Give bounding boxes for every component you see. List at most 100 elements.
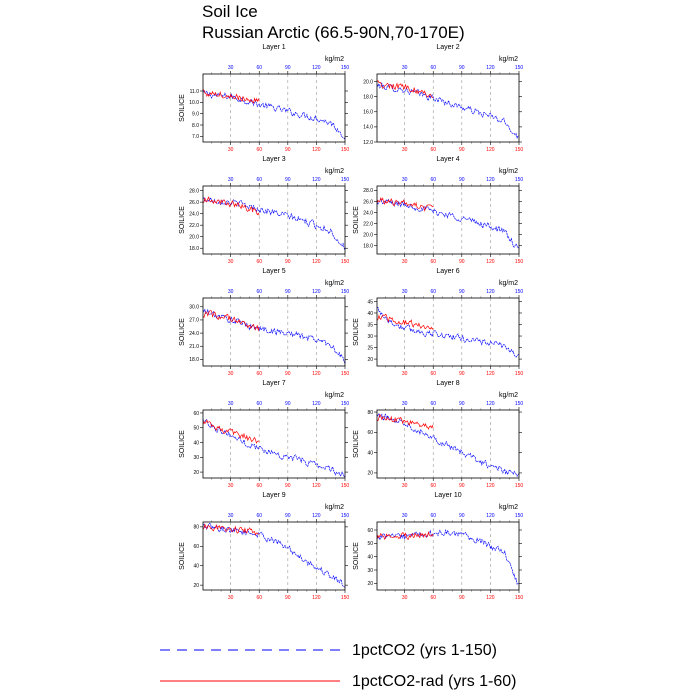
units-label: kg/m2 <box>499 56 518 63</box>
panel-layer-1: Layer 1 kg/m2 SOILICE 30 30 60 60 90 90 120 120 150… <box>179 44 349 153</box>
y-tick-label: 22.0 <box>189 223 199 229</box>
units-label: kg/m2 <box>325 56 344 63</box>
y-tick-label: 18.0 <box>189 246 199 252</box>
y-tick-label: 20 <box>367 471 373 477</box>
panel-title: Layer 1 <box>262 44 285 51</box>
series-line-1pctco2-rad <box>202 88 260 104</box>
y-tick-label: 20.0 <box>189 235 199 241</box>
x-tick-label-bottom: 60 <box>256 147 262 153</box>
figure-title: Soil Ice <box>202 2 258 21</box>
y-tick-label: 18.0 <box>363 244 373 250</box>
y-tick-label: 50 <box>193 426 199 432</box>
y-tick-label: 18.0 <box>363 94 373 100</box>
x-tick-label-bottom: 60 <box>430 147 436 153</box>
x-tick-label-top: 30 <box>228 513 234 519</box>
x-tick-label-top: 30 <box>228 401 234 407</box>
y-tick-label: 20 <box>193 470 199 476</box>
x-tick-label-bottom: 120 <box>312 595 321 601</box>
units-label: kg/m2 <box>499 280 518 287</box>
x-tick-label-top: 30 <box>402 513 408 519</box>
x-tick-label-top: 90 <box>459 513 465 519</box>
series-line-1pctco2-rad <box>376 80 434 99</box>
series-line-1pctco2-rad <box>202 196 260 216</box>
panel-title: Layer 2 <box>436 44 459 51</box>
x-tick-label-bottom: 30 <box>228 259 234 265</box>
units-label: kg/m2 <box>325 168 344 175</box>
x-tick-label-top: 120 <box>312 65 321 71</box>
x-tick-label-bottom: 120 <box>486 371 495 377</box>
x-tick-label-bottom: 60 <box>256 483 262 489</box>
x-tick-label-top: 30 <box>228 177 234 183</box>
plot-frame <box>202 409 346 479</box>
y-tick-label: 24.0 <box>189 331 199 337</box>
x-tick-label-top: 90 <box>459 65 465 71</box>
panel-title: Layer 3 <box>262 156 285 163</box>
y-tick-label: 18.0 <box>189 357 199 363</box>
y-tick-label: 50 <box>367 541 373 547</box>
series-line-1pctco2-rad <box>202 419 260 444</box>
y-tick-label: 24.0 <box>189 211 199 217</box>
x-tick-label-bottom: 120 <box>486 483 495 489</box>
legend-label-1pctco2: 1pctCO2 (yrs 1-150) <box>352 642 497 659</box>
plot-frame <box>376 73 520 143</box>
panel-layer-2: Layer 2 kg/m2 30 30 60 60 90 90 120 120 150 150 12.0… <box>363 44 523 153</box>
x-tick-label-top: 150 <box>515 513 524 519</box>
y-tick-label: 20 <box>367 357 373 363</box>
x-tick-label-bottom: 150 <box>341 147 350 153</box>
x-tick-label-bottom: 150 <box>341 371 350 377</box>
legend-label-1pctco2-rad: 1pctCO2-rad (yrs 1-60) <box>352 673 517 690</box>
plot-frame <box>376 185 520 255</box>
x-tick-label-top: 150 <box>515 289 524 295</box>
x-tick-label-top: 150 <box>341 289 350 295</box>
x-tick-label-bottom: 90 <box>285 147 291 153</box>
x-tick-label-bottom: 30 <box>402 371 408 377</box>
panel-title: Layer 7 <box>262 380 285 387</box>
x-tick-label-bottom: 120 <box>486 259 495 265</box>
x-tick-label-bottom: 30 <box>228 371 234 377</box>
x-tick-label-bottom: 150 <box>515 371 524 377</box>
x-tick-label-top: 90 <box>459 177 465 183</box>
series-line-1pctco2-rad <box>376 197 434 212</box>
panel-layer-8: Layer 8 kg/m2 SOILICE 30 30 60 60 90 90 120 120 150… <box>353 380 523 489</box>
panel-title: Layer 5 <box>262 268 285 275</box>
y-tick-label: 10.0 <box>189 100 199 106</box>
y-tick-label: 16.0 <box>363 110 373 116</box>
x-tick-label-top: 120 <box>486 289 495 295</box>
x-tick-label-top: 60 <box>256 177 262 183</box>
x-tick-label-bottom: 30 <box>402 147 408 153</box>
plot-frame <box>202 297 346 367</box>
y-tick-label: 40 <box>193 440 199 446</box>
panel-title: Layer 6 <box>436 268 459 275</box>
x-tick-label-top: 30 <box>402 401 408 407</box>
x-tick-label-bottom: 90 <box>459 147 465 153</box>
x-tick-label-bottom: 120 <box>312 371 321 377</box>
x-tick-label-bottom: 30 <box>402 259 408 265</box>
series-line-1pctco2-rad <box>202 310 260 332</box>
panel-layer-9: Layer 9 kg/m2 SOILICE 30 30 60 60 90 90 120 120 150… <box>179 492 349 601</box>
panel-title: Layer 9 <box>262 492 285 499</box>
y-tick-label: 60 <box>367 528 373 534</box>
y-axis-label: SOILICE <box>353 318 360 346</box>
y-tick-label: 26.0 <box>189 200 199 206</box>
series-line-1pctco2-rad <box>376 313 434 330</box>
x-tick-label-bottom: 120 <box>312 147 321 153</box>
x-tick-label-bottom: 60 <box>430 595 436 601</box>
series-line-1pctco2 <box>376 82 520 140</box>
y-axis-label: SOILICE <box>353 542 360 570</box>
x-tick-label-bottom: 120 <box>486 595 495 601</box>
x-tick-label-top: 90 <box>459 401 465 407</box>
panel-title: Layer 8 <box>436 380 459 387</box>
series-line-1pctco2-rad <box>202 523 260 536</box>
x-tick-label-bottom: 90 <box>459 259 465 265</box>
x-tick-label-bottom: 150 <box>515 259 524 265</box>
figure-subtitle: Russian Arctic (66.5-90N,70-170E) <box>202 23 465 42</box>
x-tick-label-bottom: 30 <box>228 483 234 489</box>
y-tick-label: 80 <box>367 410 373 416</box>
x-tick-label-top: 120 <box>486 401 495 407</box>
y-axis-label: SOILICE <box>179 430 186 458</box>
y-tick-label: 7.0 <box>192 134 199 140</box>
y-tick-label: 8.0 <box>192 123 199 129</box>
x-tick-label-top: 60 <box>256 65 262 71</box>
y-tick-label: 30 <box>193 455 199 461</box>
